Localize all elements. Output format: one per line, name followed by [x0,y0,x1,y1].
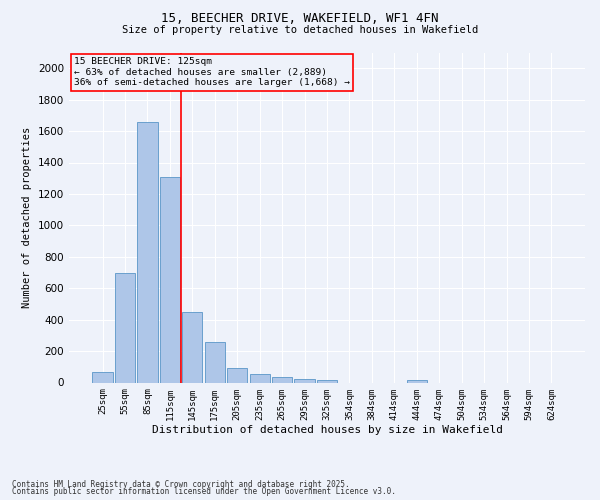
Text: Contains public sector information licensed under the Open Government Licence v3: Contains public sector information licen… [12,488,396,496]
Text: Contains HM Land Registry data © Crown copyright and database right 2025.: Contains HM Land Registry data © Crown c… [12,480,350,489]
Bar [92,372,113,382]
X-axis label: Distribution of detached houses by size in Wakefield: Distribution of detached houses by size … [151,425,503,435]
Bar [295,378,314,382]
Bar [227,368,247,382]
Bar [182,312,202,382]
Text: Size of property relative to detached houses in Wakefield: Size of property relative to detached ho… [122,25,478,35]
Bar [137,122,158,382]
Bar [205,342,225,382]
Bar [115,272,135,382]
Text: 15 BEECHER DRIVE: 125sqm
← 63% of detached houses are smaller (2,889)
36% of sem: 15 BEECHER DRIVE: 125sqm ← 63% of detach… [74,58,350,87]
Text: 15, BEECHER DRIVE, WAKEFIELD, WF1 4FN: 15, BEECHER DRIVE, WAKEFIELD, WF1 4FN [161,12,439,26]
Y-axis label: Number of detached properties: Number of detached properties [22,127,32,308]
Bar [317,380,337,382]
Bar [250,374,270,382]
Bar [407,380,427,382]
Bar [160,176,180,382]
Bar [272,377,292,382]
